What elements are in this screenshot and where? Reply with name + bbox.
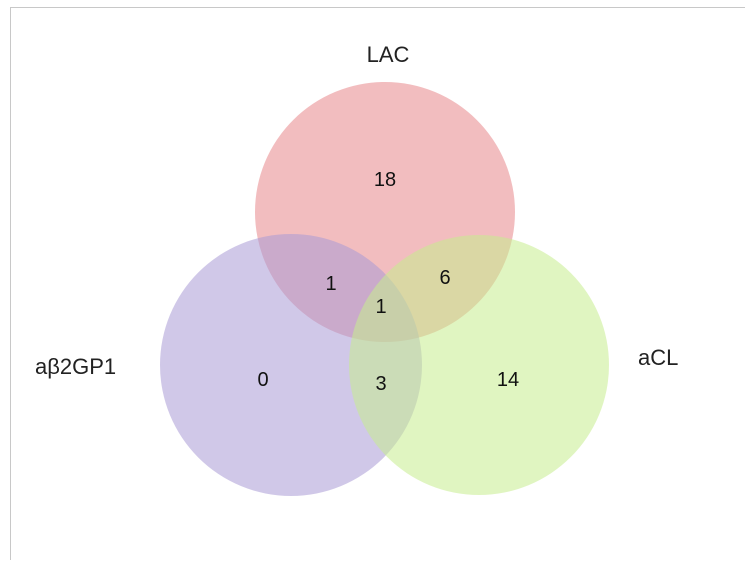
count-abeta2gp1-only: 0 xyxy=(257,369,268,391)
count-lac-acl: 6 xyxy=(439,267,450,289)
count-lac-abeta2gp1: 1 xyxy=(325,273,336,295)
count-all-three: 1 xyxy=(375,296,386,318)
count-acl-only: 14 xyxy=(497,369,519,391)
set-label-abeta2gp1: aβ2GP1 xyxy=(35,354,116,379)
circle-abeta2gp1 xyxy=(160,234,422,496)
set-label-lac: LAC xyxy=(367,42,410,67)
circle-acl xyxy=(349,235,609,495)
diagram-frame xyxy=(10,7,745,560)
count-abeta2gp1-acl: 3 xyxy=(375,373,386,395)
count-lac-only: 18 xyxy=(374,169,396,191)
set-label-acl: aCL xyxy=(638,345,678,370)
